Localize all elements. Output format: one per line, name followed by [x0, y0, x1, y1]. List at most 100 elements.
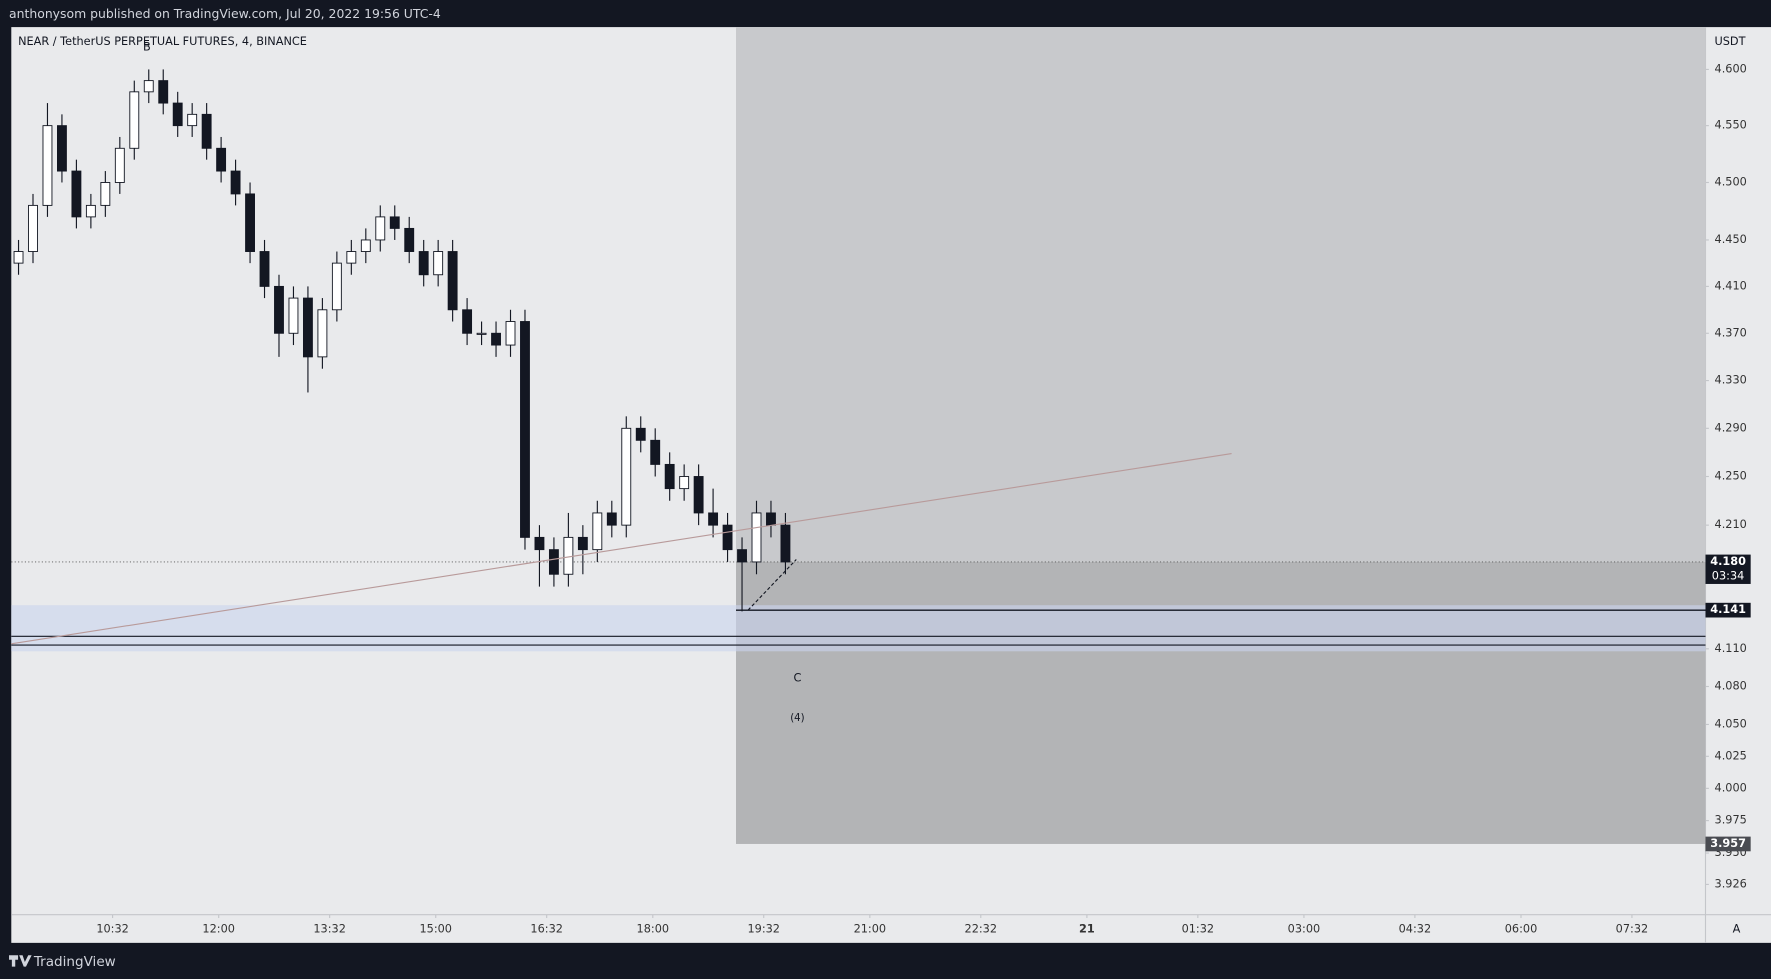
x-tick-label: 12:00 [202, 922, 235, 935]
wave-label: (4) [790, 713, 804, 724]
y-tick-label: 4.550 [1715, 119, 1747, 132]
candle-body [780, 524, 791, 563]
y-tick-label: 4.600 [1715, 62, 1747, 75]
y-tick-label: 4.450 [1715, 233, 1747, 246]
candle-body [245, 193, 255, 252]
y-tick-label: 4.370 [1715, 326, 1747, 339]
x-tick-label: 13:32 [313, 922, 346, 935]
x-tick-label: 15:00 [419, 922, 452, 935]
x-tick-label: 16:32 [530, 922, 563, 935]
y-tick-label: 4.110 [1715, 642, 1747, 655]
axis-unit: USDT [1715, 35, 1746, 48]
dashed-line [747, 559, 797, 611]
y-tick-label: 4.410 [1715, 279, 1747, 292]
candle-body [216, 147, 227, 172]
candle-body [491, 332, 501, 346]
candle-body [404, 227, 415, 252]
candle-body [679, 476, 690, 490]
candle-body [476, 332, 487, 335]
candle-body [274, 285, 284, 334]
candle-body [766, 512, 776, 526]
x-tick-label: 18:00 [637, 922, 670, 935]
price-badge-label: 4.180 [1710, 555, 1746, 568]
price-badge [1705, 602, 1751, 618]
brand-logo [9, 955, 32, 967]
candle-body [693, 476, 704, 514]
candle-body [548, 549, 559, 575]
candle-body [302, 297, 313, 358]
candle-body [259, 251, 270, 287]
x-tick-label: 06:00 [1505, 922, 1538, 935]
candles [13, 69, 791, 612]
y-tick-label: 4.330 [1715, 374, 1747, 387]
candle-body [650, 439, 661, 465]
auto-scale-button[interactable]: A [1733, 922, 1741, 935]
y-tick-label: 3.926 [1715, 877, 1747, 890]
price-badge-label: 3.957 [1710, 837, 1746, 850]
price-badge [1705, 836, 1751, 852]
price-badge [1705, 554, 1751, 584]
candle-body [187, 113, 198, 127]
candle-body [447, 251, 458, 311]
y-tick-label: 4.290 [1715, 421, 1747, 434]
candle-body [85, 204, 96, 218]
x-tick-label: 21:00 [854, 922, 887, 935]
candle-body [375, 216, 386, 241]
x-tick-label: 04:32 [1399, 922, 1432, 935]
y-tick-label: 4.250 [1715, 470, 1747, 483]
candle-body [505, 321, 516, 346]
y-tick-label: 4.050 [1715, 717, 1747, 730]
x-tick-label: 01:32 [1182, 922, 1215, 935]
overlay: 4.600 4.550 4.500 4.450 4.410 4.370 4.330 4.290… [11, 62, 1751, 935]
candle-body [28, 204, 38, 252]
x-tick-label: 03:00 [1288, 922, 1321, 935]
y-tick-label: 4.500 [1715, 175, 1747, 188]
forecast-box-upper [736, 27, 1706, 562]
y-tick-label: 3.975 [1715, 814, 1747, 827]
candle-body [737, 549, 747, 563]
candle-body [158, 80, 169, 104]
candle-body [722, 524, 733, 551]
brand-name: TradingView [33, 954, 116, 970]
forecast-box-lower [736, 561, 1706, 844]
candle-body [71, 170, 82, 218]
candle-body [360, 239, 371, 252]
candle-body [288, 297, 299, 334]
candle-body [331, 262, 342, 311]
candle-body [389, 216, 400, 229]
y-tick-label: 4.000 [1715, 781, 1747, 794]
candle-body [114, 147, 125, 183]
candle-body [100, 182, 111, 206]
candle-body [592, 512, 603, 551]
candle-body [577, 536, 588, 551]
wave-label: C [793, 672, 801, 685]
price-axis [1705, 27, 1771, 915]
candle-body [534, 536, 545, 551]
wave-label: B [143, 40, 151, 53]
y-tick-label: 4.025 [1715, 749, 1747, 762]
trend-line [11, 452, 1232, 645]
candle-body [230, 170, 241, 195]
x-tick-label: 07:32 [1616, 922, 1649, 935]
candle-body [143, 80, 154, 93]
candle-body [129, 91, 140, 149]
candle-body [635, 427, 646, 441]
y-tick-label: 4.210 [1715, 518, 1747, 531]
time-axis [11, 914, 1771, 943]
price-badge-label: 03:34 [1712, 570, 1745, 583]
x-tick-label: 21 [1079, 922, 1095, 935]
candle-body [433, 251, 444, 276]
candle-body [418, 251, 429, 276]
candle-body [708, 512, 719, 526]
candle-body [317, 309, 328, 358]
symbol-title: NEAR / TetherUS PERPETUAL FUTURES, 4, BI… [18, 35, 307, 48]
candle-body [606, 512, 617, 526]
candle-body [346, 251, 357, 264]
x-tick-label: 22:32 [965, 922, 998, 935]
candle-body [751, 512, 762, 563]
candle-body [563, 536, 574, 575]
candle-body [462, 309, 473, 334]
drawings [11, 27, 1706, 844]
candle-body [42, 125, 53, 206]
